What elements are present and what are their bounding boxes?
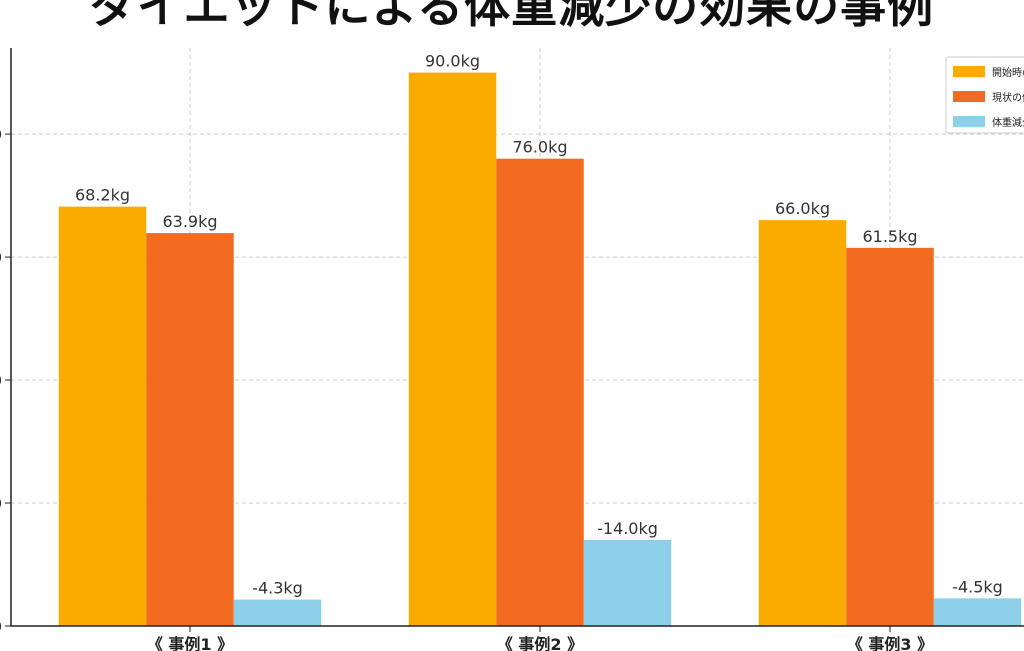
bar — [583, 539, 672, 626]
x-tick-label: 《 事例3 》 — [847, 635, 933, 651]
y-tick-label: 20 — [0, 494, 2, 513]
legend-label: 体重減少量 — [992, 116, 1024, 129]
bar-value-label: 76.0kg — [512, 138, 567, 157]
bar-value-label: 68.2kg — [75, 186, 130, 205]
bar — [233, 599, 322, 626]
bar-value-label: 66.0kg — [775, 199, 830, 218]
legend-swatch — [953, 66, 985, 77]
bar — [758, 220, 847, 626]
legend: 開始時の体重現状の体重体重減少量 — [945, 56, 1024, 134]
bar-value-label: -4.5kg — [952, 577, 1003, 596]
x-tick-label: 《 事例2 》 — [497, 635, 583, 651]
legend-swatch — [953, 116, 985, 127]
bar-value-label: 90.0kg — [425, 52, 480, 71]
y-tick-label: 0 — [0, 617, 2, 636]
bar — [496, 158, 584, 626]
x-tick-label: 《 事例1 》 — [147, 635, 233, 651]
legend-label: 開始時の体重 — [992, 66, 1024, 79]
y-tick-label: 80 — [0, 125, 2, 144]
chart-title: ダイエットによる体重減少の効果の事例 — [89, 0, 935, 33]
bar-value-label: 61.5kg — [862, 227, 917, 246]
bar — [58, 206, 147, 626]
y-tick-label: 40 — [0, 371, 2, 390]
y-tick-label: 60 — [0, 248, 2, 267]
bar — [846, 247, 934, 626]
bar — [408, 72, 497, 626]
bar-value-label: -14.0kg — [597, 519, 658, 538]
labels: 0 20 40 60 80 68.2kg 90.0kg 66.0kg 63.9kg 76.0kg 6… — [0, 52, 1003, 651]
bar — [933, 598, 1022, 626]
axes — [5, 48, 1024, 632]
bars — [58, 72, 1022, 626]
bar-value-label: -4.3kg — [252, 579, 303, 598]
bar-value-label: 63.9kg — [162, 212, 217, 231]
bar — [146, 233, 234, 626]
legend-swatch — [953, 91, 985, 102]
